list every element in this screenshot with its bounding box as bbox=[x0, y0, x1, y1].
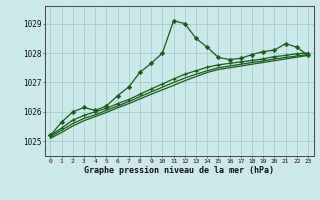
X-axis label: Graphe pression niveau de la mer (hPa): Graphe pression niveau de la mer (hPa) bbox=[84, 166, 274, 175]
